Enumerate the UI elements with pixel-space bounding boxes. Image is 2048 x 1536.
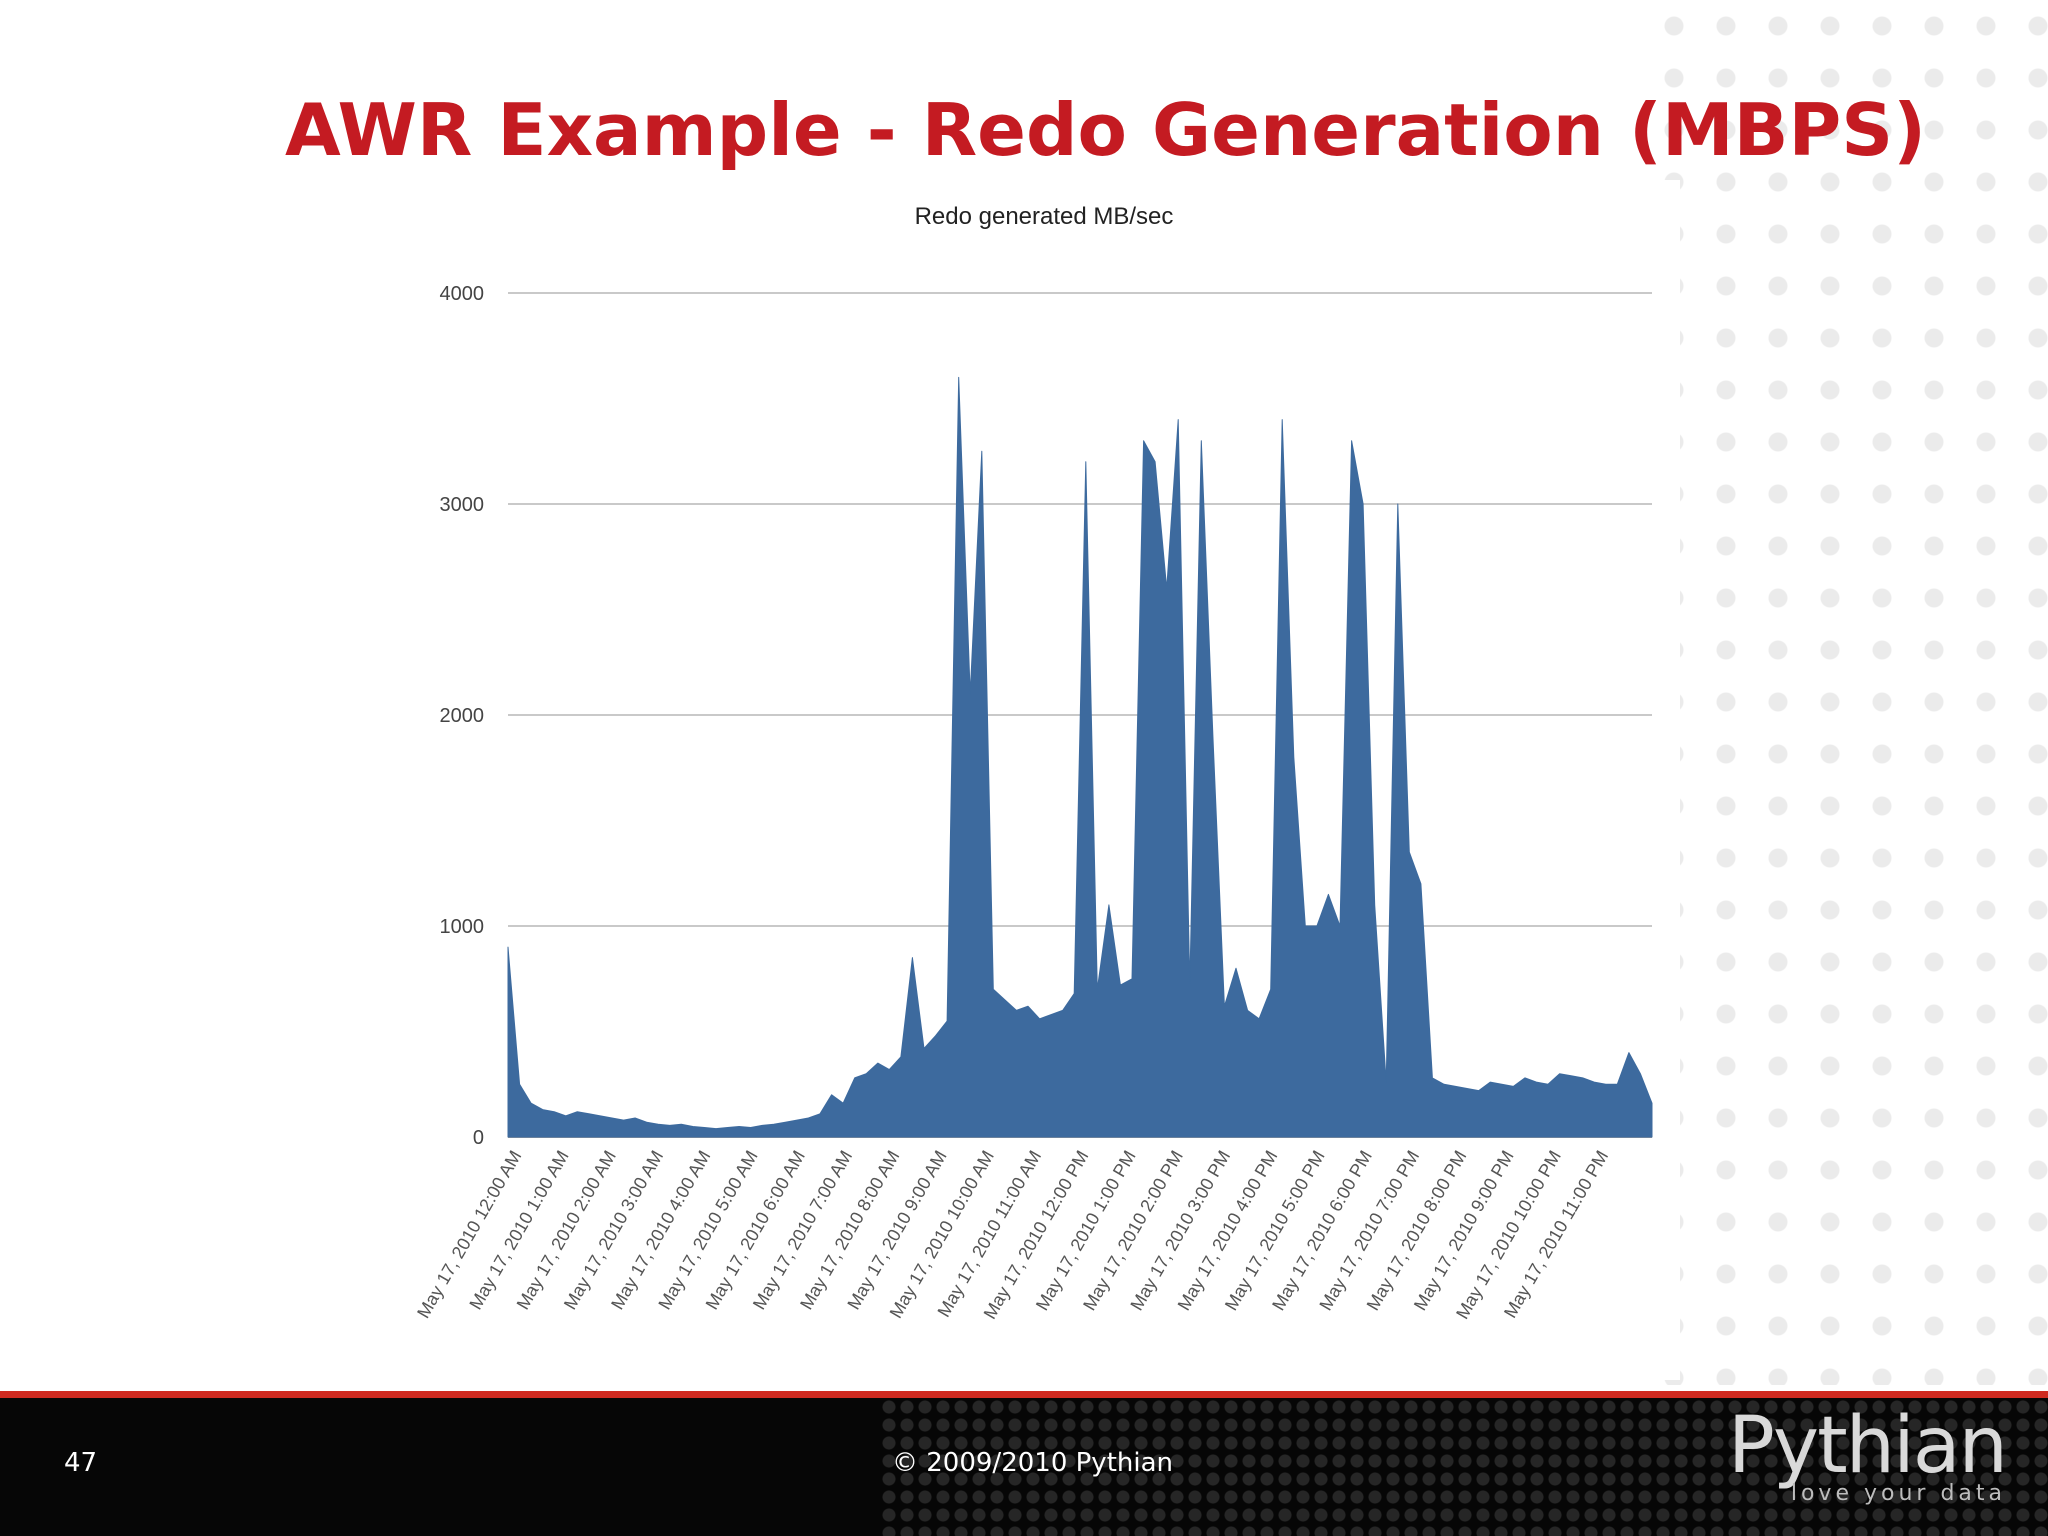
copyright-text: © 2009/2010 Pythian (892, 1448, 1173, 1478)
y-tick-label: 1000 (440, 916, 485, 938)
redo-series-area (507, 376, 1653, 1138)
y-axis-labels: 0 1000 2000 3000 4000 (440, 283, 485, 1149)
footer-dot-pattern (880, 1398, 2048, 1536)
y-tick-label: 2000 (440, 705, 485, 727)
background-dot-pattern (1648, 0, 2048, 1385)
pythian-logo: Pythian love your data (1727, 1401, 2008, 1506)
series-area (507, 376, 1653, 1138)
slide-number: 47 (64, 1448, 98, 1478)
y-tick-label: 0 (473, 1127, 484, 1149)
footer (0, 1391, 2048, 1536)
logo-wordmark: Pythian (1727, 1401, 2008, 1491)
logo-tagline: love your data (1790, 1481, 2006, 1506)
y-tick-label: 4000 (440, 283, 485, 305)
footer-rule (0, 1391, 2048, 1398)
chart-title: Redo generated MB/sec (915, 203, 1174, 230)
slide-title: AWR Example - Redo Generation (MBPS) (285, 88, 1927, 172)
redo-chart: Redo generated MB/sec 01000200030004000 … (413, 203, 1653, 1323)
y-tick-label: 3000 (440, 494, 485, 516)
chart-panel: Redo generated MB/sec 0 1000 2000 3000 4000 … (400, 180, 1680, 1380)
